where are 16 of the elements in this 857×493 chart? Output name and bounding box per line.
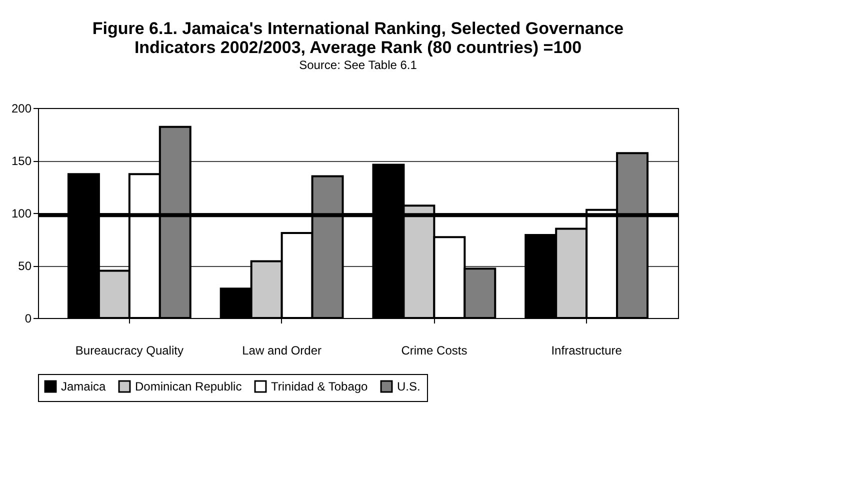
y-tick-label: 100 (11, 206, 32, 220)
y-tick-label: 50 (18, 259, 32, 273)
legend-label: Trinidad & Tobago (271, 380, 368, 394)
x-tick-label: Crime Costs (401, 344, 468, 358)
y-tick-label: 200 (11, 102, 32, 116)
legend-label: U.S. (397, 380, 420, 394)
x-tick-label: Bureaucracy Quality (75, 344, 184, 358)
x-tick-label: Law and Order (242, 344, 322, 358)
legend-label: Jamaica (61, 380, 106, 394)
x-tick-label: Infrastructure (551, 344, 622, 358)
y-tick-label: 0 (24, 312, 32, 326)
text: Indicators 2002/2003, Average Rank (80 countries) =100 (134, 38, 582, 57)
legend-label: Dominican Republic (135, 380, 242, 394)
source-note: Source: See Table 6.1 (299, 58, 418, 72)
text: Figure 6.1. Jamaica's International Ranking, Selected Governance (92, 19, 624, 38)
y-tick-label: 150 (11, 154, 32, 168)
